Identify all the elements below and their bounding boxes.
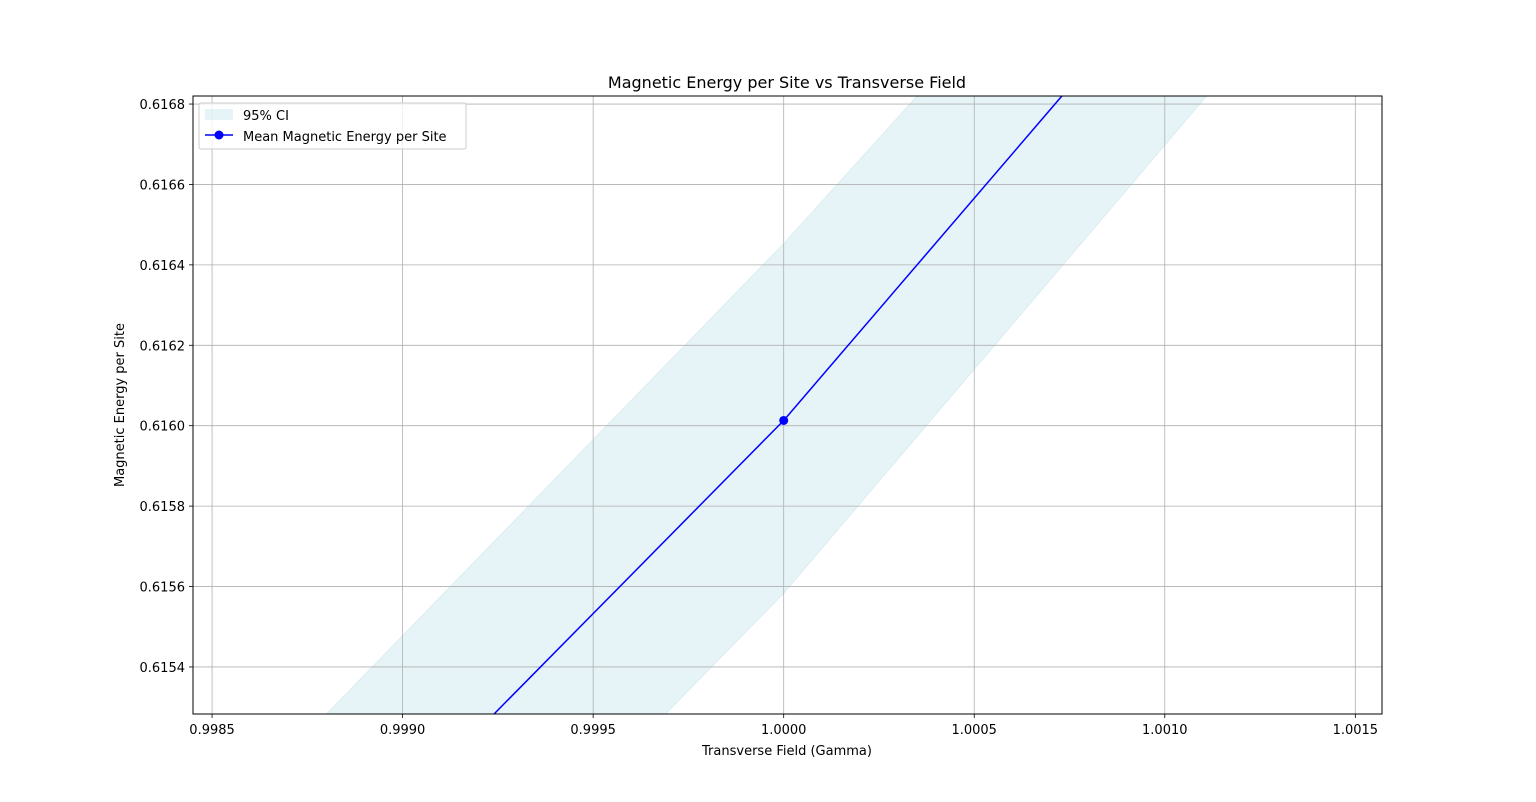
x-tick-label: 1.0005 [951, 723, 997, 738]
x-tick-label: 1.0010 [1142, 723, 1188, 738]
y-tick-label: 0.6160 [140, 420, 186, 435]
x-tick-label: 1.0000 [761, 723, 807, 738]
grid-layer [193, 96, 1382, 714]
x-tick-label: 0.9985 [189, 723, 235, 738]
plot-area [192, 95, 1383, 715]
legend-label-mean: Mean Magnetic Energy per Site [243, 130, 447, 145]
x-axis-label: Transverse Field (Gamma) [701, 744, 872, 759]
marker-layer [779, 415, 789, 425]
y-tick-label: 0.6168 [140, 98, 186, 113]
x-tick-label: 0.9990 [380, 723, 426, 738]
x-tick-label: 1.0015 [1333, 723, 1379, 738]
x-axis-ticks: 0.9985 0.9990 0.9995 1.0000 1.0005 1.0010 1.00… [189, 714, 1378, 738]
x-tick-label: 0.9995 [570, 723, 616, 738]
y-tick-label: 0.6158 [140, 500, 186, 515]
legend-marker-swatch [214, 130, 224, 140]
chart-title: Magnetic Energy per Site vs Transverse F… [608, 73, 966, 92]
legend-label-ci: 95% CI [243, 109, 289, 124]
y-tick-label: 0.6162 [140, 339, 186, 354]
y-axis-label: Magnetic Energy per Site [113, 323, 128, 487]
legend-band-swatch [205, 109, 233, 120]
data-point-marker [779, 415, 789, 425]
y-tick-label: 0.6154 [140, 661, 186, 676]
legend-box [198, 102, 467, 150]
y-tick-label: 0.6164 [140, 259, 186, 274]
y-axis-ticks: 0.6154 0.6156 0.6158 0.6160 0.6162 0.6164 0.61… [140, 98, 193, 676]
y-tick-label: 0.6156 [140, 581, 186, 596]
y-tick-label: 0.6166 [140, 178, 186, 193]
plot-frame [192, 95, 1383, 715]
legend: 95% CI Mean Magnetic Energy per Site [198, 102, 467, 150]
